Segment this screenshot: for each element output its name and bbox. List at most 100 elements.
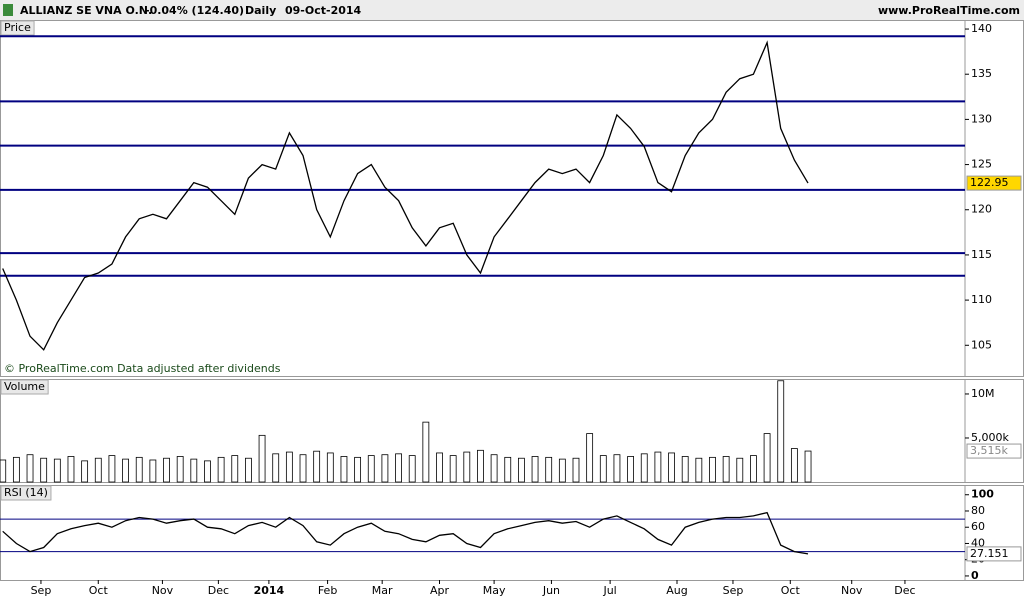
volume-bar xyxy=(395,453,402,483)
x-tick-label: Sep xyxy=(723,584,744,597)
y-tick-label: 0 xyxy=(971,569,979,582)
volume-bar xyxy=(122,458,129,483)
volume-bar xyxy=(135,456,143,483)
x-tick-label: Jun xyxy=(542,584,560,597)
volume-bar xyxy=(67,456,75,483)
volume-bar xyxy=(285,451,293,483)
y-tick-label: 110 xyxy=(971,293,992,306)
volume-bar xyxy=(258,434,266,483)
volume-bar xyxy=(53,458,61,483)
volume-bar xyxy=(245,457,252,483)
volume-bar xyxy=(504,456,512,483)
site: www.ProRealTime.com xyxy=(878,4,1020,17)
volume-bar xyxy=(422,421,430,483)
y-tick-label: 140 xyxy=(971,22,992,35)
y-tick-label: 115 xyxy=(971,248,992,261)
volume-bar xyxy=(709,456,716,483)
volume-bar xyxy=(518,457,525,483)
volume-bar xyxy=(763,433,771,483)
volume-bar xyxy=(463,451,471,483)
panel-label-box xyxy=(0,379,49,395)
x-tick-label: Aug xyxy=(666,584,687,597)
volume-bar xyxy=(627,456,634,483)
volume-bar xyxy=(408,455,416,483)
last-value-label: 122.95 xyxy=(970,176,1009,189)
panel-label: Volume xyxy=(4,380,45,393)
icon xyxy=(3,4,13,16)
panel-label: RSI (14) xyxy=(4,486,48,499)
volume-bar xyxy=(26,454,34,483)
volume-bar xyxy=(176,456,184,483)
volume-bar xyxy=(477,449,484,483)
volume-bar xyxy=(313,450,321,483)
volume-bar xyxy=(340,456,348,483)
last-value-label: 27.151 xyxy=(970,547,1009,560)
y-tick-label: 130 xyxy=(971,112,992,125)
volume-bar xyxy=(790,448,798,483)
volume-bar xyxy=(381,454,389,483)
volume-bar xyxy=(163,457,170,483)
volume-bar xyxy=(681,456,689,483)
last-value-label: 3,515k xyxy=(970,444,1008,457)
x-tick-label: Mar xyxy=(372,584,393,597)
volume-bar xyxy=(531,456,539,483)
volume-bar xyxy=(326,452,334,483)
y-tick-label: 120 xyxy=(971,203,992,216)
date: 09-Oct-2014 xyxy=(285,4,362,17)
y-tick-label: 100 xyxy=(971,488,994,501)
x-tick-label: Sep xyxy=(31,584,52,597)
series-line xyxy=(2,40,809,351)
panel-label-box xyxy=(0,485,52,501)
volume-bar xyxy=(231,455,239,483)
y-tick-label: 10M xyxy=(971,387,995,400)
panel-frame xyxy=(0,20,1024,377)
volume-bar xyxy=(40,457,48,483)
series-line xyxy=(2,511,809,555)
volume-bar xyxy=(436,452,443,483)
x-tick-label: Jul xyxy=(602,584,616,597)
y-tick-label: 125 xyxy=(971,158,992,171)
y-tick-label: 60 xyxy=(971,520,985,533)
x-tick-label: Feb xyxy=(318,584,337,597)
panel-frame xyxy=(0,379,1024,483)
y-tick-label: 105 xyxy=(971,338,992,351)
volume-bar xyxy=(299,454,307,483)
volume-bar xyxy=(204,460,211,483)
change: -0.04% (124.40) xyxy=(145,4,244,17)
panel-label: Price xyxy=(4,21,31,34)
y-tick-label: 135 xyxy=(971,67,992,80)
volume-bar xyxy=(654,451,662,483)
x-tick-label: Dec xyxy=(894,584,915,597)
volume-bar xyxy=(613,454,621,483)
x-tick-label: Oct xyxy=(89,584,109,597)
x-tick-label: May xyxy=(483,584,506,597)
volume-bar xyxy=(490,454,498,483)
x-tick-label: Oct xyxy=(781,584,801,597)
header-bar xyxy=(0,0,1024,20)
volume-bar xyxy=(449,455,457,483)
volume-bar xyxy=(722,456,730,483)
volume-bar xyxy=(108,455,116,483)
volume-bar xyxy=(12,456,20,483)
volume-bar xyxy=(777,380,785,483)
volume-bar xyxy=(149,459,157,483)
y-tick-label: 5,000k xyxy=(971,431,1009,444)
volume-bar xyxy=(750,455,757,483)
volume-bar xyxy=(190,458,198,483)
volume-bar xyxy=(586,433,594,483)
volume-bar xyxy=(736,457,744,483)
x-tick-label: Nov xyxy=(841,584,863,597)
last-value-box xyxy=(966,175,1022,191)
volume-bar xyxy=(94,457,102,483)
last-value-box xyxy=(966,443,1022,459)
volume-bar xyxy=(81,460,89,483)
volume-bar xyxy=(354,456,362,483)
y-tick-label: 80 xyxy=(971,504,985,517)
x-tick-label: Nov xyxy=(152,584,174,597)
volume-bar xyxy=(599,455,607,483)
y-tick-label: 40 xyxy=(971,536,985,549)
volume-bar xyxy=(0,459,7,483)
x-tick-label: Apr xyxy=(430,584,450,597)
title: ALLIANZ SE VNA O.N. xyxy=(20,4,152,17)
